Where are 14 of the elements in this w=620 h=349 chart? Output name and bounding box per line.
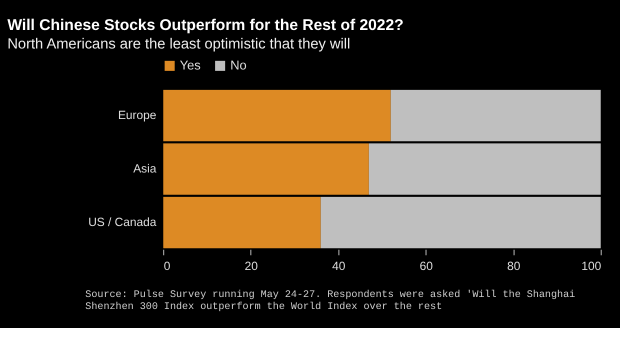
x-tick-label: 0 — [164, 258, 171, 273]
x-tick-label: 80 — [507, 258, 521, 273]
legend-label: Yes — [180, 58, 201, 73]
y-tick-label: Asia — [133, 162, 157, 176]
x-tick-label: 40 — [332, 258, 346, 273]
chart-title: Will Chinese Stocks Outperform for the Rest of 2022? — [7, 17, 404, 34]
x-tick-label: 100 — [581, 258, 602, 273]
chart-subtitle: North Americans are the least optimistic that they will — [7, 36, 350, 52]
x-tick-label: 60 — [420, 258, 434, 273]
y-tick-label: Europe — [118, 108, 157, 122]
legend-label: No — [230, 58, 247, 73]
source-note: Source: Pulse Survey running May 24-27. Respondents were asked 'Will the Shanghai Shenzhen 300 Index outperform the World Index over the rest — [85, 288, 576, 313]
y-tick-label: US / Canada — [88, 215, 157, 230]
x-tick-label: 20 — [244, 258, 258, 273]
